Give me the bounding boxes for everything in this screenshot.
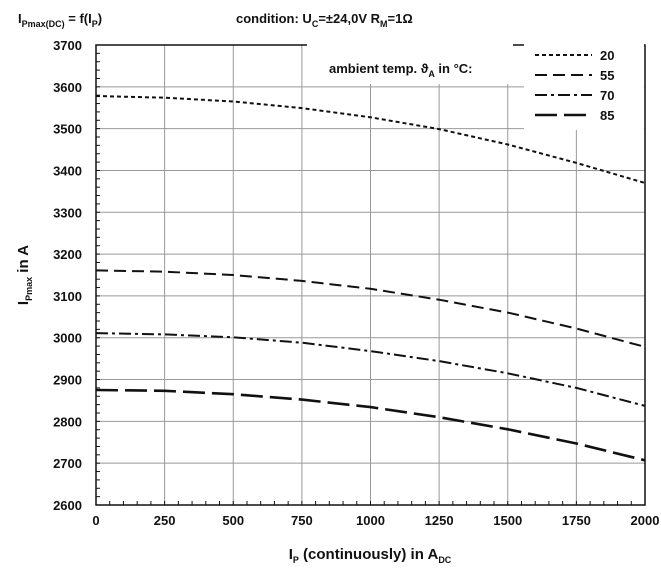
- y-tick-label: 3300: [53, 205, 82, 220]
- series-line-20: [95, 95, 646, 184]
- series-line-70: [95, 332, 646, 407]
- x-tick-labels: 0 250 500 750 1000 1250 1500 1750 2000: [92, 513, 659, 528]
- legend-label-55: 55: [600, 68, 614, 83]
- legend-series-box: [524, 44, 644, 130]
- legend-items: 20 55 70 85: [535, 48, 614, 123]
- legend-label-20: 20: [600, 48, 614, 63]
- y-tick-label: 2600: [53, 498, 82, 513]
- y-tick-label: 2700: [53, 456, 82, 471]
- legend-label-70: 70: [600, 88, 614, 103]
- x-tick-label: 1750: [562, 513, 591, 528]
- legend-label-85: 85: [600, 108, 614, 123]
- y-tick-label: 3700: [53, 38, 82, 53]
- x-tick-label: 250: [154, 513, 176, 528]
- x-tick-label: 1000: [356, 513, 385, 528]
- x-tick-label: 1500: [493, 513, 522, 528]
- y-tick-label: 2900: [53, 373, 82, 388]
- x-tick-label: 2000: [631, 513, 660, 528]
- header-condition: condition: UC=±24,0V RM=1Ω: [236, 11, 413, 29]
- series-line-55: [95, 269, 646, 348]
- y-tick-label: 3400: [53, 163, 82, 178]
- grid: [95, 44, 646, 506]
- legend-box: [307, 44, 513, 84]
- y-tick-label: 3500: [53, 122, 82, 137]
- y-tick-label: 3100: [53, 289, 82, 304]
- header-formula: IPmax(DC) = f(IP): [18, 11, 102, 29]
- x-tick-label: 0: [92, 513, 99, 528]
- x-axis-label: IP (continuously) in ADC: [289, 546, 452, 565]
- series-lines: [95, 95, 646, 462]
- x-tick-label: 750: [291, 513, 313, 528]
- x-tick-label: 1250: [425, 513, 454, 528]
- x-tick-label: 500: [222, 513, 244, 528]
- series-line-85: [95, 388, 646, 462]
- y-tick-label: 2800: [53, 414, 82, 429]
- y-axis-label: IPmax in A: [15, 245, 34, 305]
- legend-title: ambient temp. ϑA in °C:: [329, 61, 473, 79]
- y-tick-label: 3000: [53, 331, 82, 346]
- y-tick-labels: 2600 2700 2800 2900 3000 3100 3200 3300 3400 3500…: [53, 38, 82, 513]
- y-tick-label: 3200: [53, 247, 82, 262]
- y-tick-label: 3600: [53, 80, 82, 95]
